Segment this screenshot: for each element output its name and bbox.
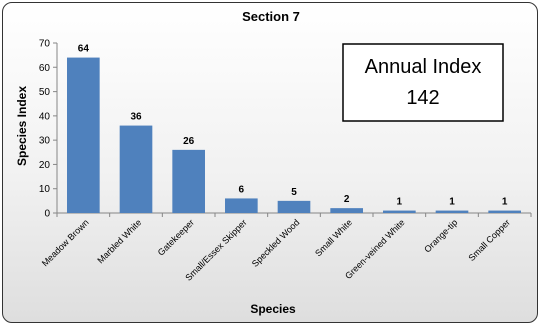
bar xyxy=(277,200,311,213)
data-label: 64 xyxy=(78,44,90,55)
bar xyxy=(330,208,363,213)
y-tick-label: 70 xyxy=(39,39,51,50)
y-tick-label: 0 xyxy=(44,209,50,220)
category-label: Marbled White xyxy=(95,217,143,265)
data-label: 6 xyxy=(239,184,245,195)
bar xyxy=(383,210,416,213)
y-tick-label: 50 xyxy=(39,87,51,98)
category-label: Meadow Brown xyxy=(40,217,91,268)
y-axis-title: Species Index xyxy=(15,86,29,166)
y-tick-label: 40 xyxy=(39,111,51,122)
y-tick-label: 10 xyxy=(39,184,51,195)
annotation-box: Annual Index 142 xyxy=(342,43,504,122)
data-label: 2 xyxy=(344,194,350,205)
annotation-box-border xyxy=(342,43,504,122)
chart-frame: Section 7 Species Index Species 0 10 20 30 4… xyxy=(2,2,538,323)
y-tick-label: 30 xyxy=(39,136,51,147)
data-label: 5 xyxy=(291,187,297,198)
bar xyxy=(225,198,258,213)
annotation-line-1: Annual Index xyxy=(365,56,482,78)
category-label: Small Copper xyxy=(466,217,512,263)
chart-title: Section 7 xyxy=(242,9,300,24)
category-label: Orange-tip xyxy=(422,217,459,254)
data-label: 36 xyxy=(130,112,142,123)
category-label: Small White xyxy=(313,217,354,258)
bar xyxy=(67,57,100,214)
y-tick-label: 20 xyxy=(39,160,51,171)
category-label: Gatekeeper xyxy=(156,217,196,257)
data-label: 1 xyxy=(502,197,508,208)
category-label: Speckled Wood xyxy=(250,217,302,269)
x-axis-title: Species xyxy=(250,302,296,316)
bar xyxy=(435,210,469,213)
bar xyxy=(119,125,153,213)
y-tick-label: 60 xyxy=(39,63,51,74)
data-label: 1 xyxy=(397,197,403,208)
category-label: Green-veined White xyxy=(343,217,407,281)
chart-svg: Section 7 Species Index Species 0 10 20 30 4… xyxy=(15,9,532,316)
data-label: 1 xyxy=(449,197,455,208)
data-label: 26 xyxy=(183,136,195,147)
bar xyxy=(172,149,205,213)
bar xyxy=(488,210,521,213)
annotation-line-2: 142 xyxy=(406,87,439,109)
